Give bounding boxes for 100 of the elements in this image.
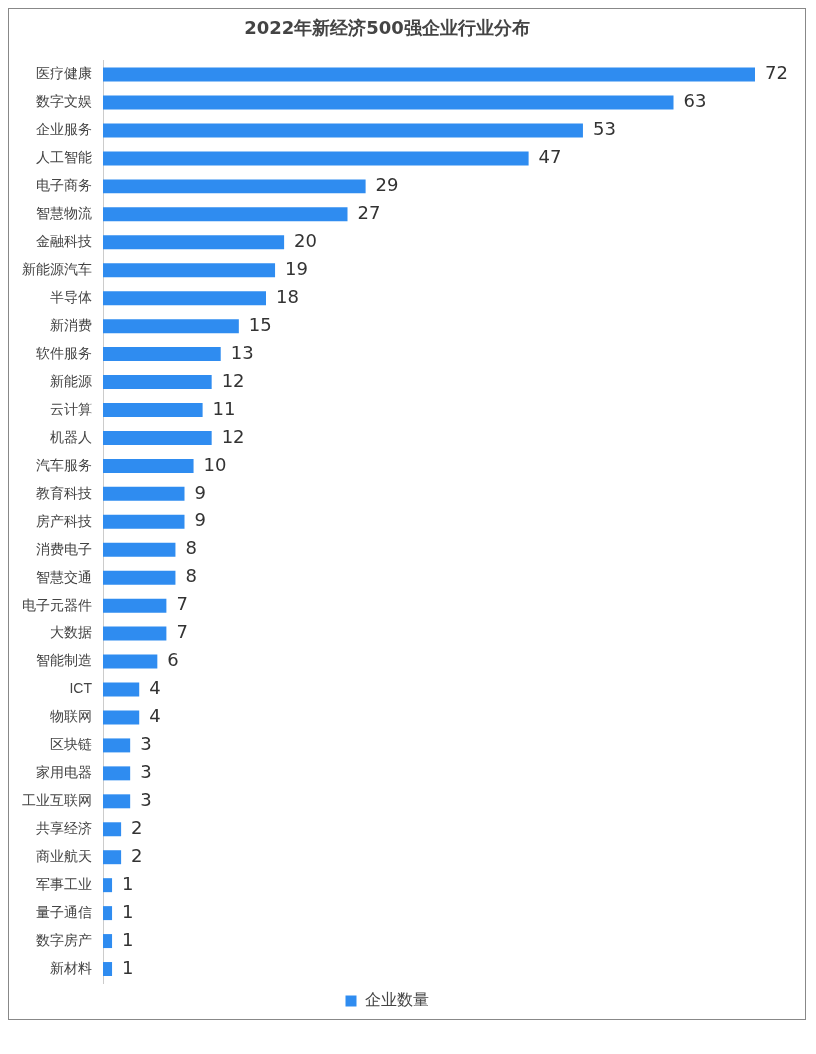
bar bbox=[103, 263, 276, 278]
y-tick-label: 汽车服务 bbox=[36, 456, 92, 473]
y-tick-label: 教育科技 bbox=[36, 484, 92, 501]
chart-title: 2022年新经济500强企业行业分布 bbox=[244, 17, 530, 39]
y-tick-label: 医疗健康 bbox=[36, 65, 92, 82]
y-tick-label: 大数据 bbox=[50, 624, 92, 641]
bar bbox=[103, 95, 674, 110]
data-label: 10 bbox=[203, 453, 227, 475]
data-label: 20 bbox=[294, 229, 318, 251]
y-tick-label: 区块链 bbox=[50, 736, 92, 753]
bar bbox=[103, 682, 140, 697]
data-label: 18 bbox=[276, 285, 299, 307]
data-label: 3 bbox=[140, 761, 152, 783]
y-tick-label: 人工智能 bbox=[36, 149, 92, 166]
data-label: 63 bbox=[683, 90, 707, 112]
data-label: 7 bbox=[176, 593, 188, 615]
y-tick-label: 智能制造 bbox=[36, 652, 92, 669]
bar bbox=[103, 207, 348, 222]
y-tick-label: 云计算 bbox=[50, 400, 92, 417]
data-label: 3 bbox=[140, 788, 152, 810]
y-tick-label: 量子通信 bbox=[36, 903, 92, 920]
data-label: 1 bbox=[122, 900, 134, 922]
bar bbox=[103, 514, 185, 529]
y-tick-label: 物联网 bbox=[50, 708, 92, 725]
data-label: 4 bbox=[149, 677, 161, 699]
data-label: 7 bbox=[176, 621, 188, 643]
data-label: 1 bbox=[122, 872, 134, 894]
bar bbox=[103, 710, 140, 725]
data-label: 8 bbox=[185, 537, 197, 559]
data-label: 9 bbox=[194, 509, 206, 531]
data-label: 12 bbox=[221, 369, 245, 391]
y-tick-label: 金融科技 bbox=[36, 233, 92, 250]
data-label: 19 bbox=[285, 257, 308, 279]
data-label: 13 bbox=[230, 341, 254, 363]
bar bbox=[103, 626, 167, 641]
bar bbox=[103, 430, 212, 445]
bar bbox=[103, 570, 176, 585]
data-label: 15 bbox=[248, 313, 272, 335]
bar bbox=[103, 878, 113, 893]
data-label: 27 bbox=[357, 202, 381, 224]
y-tick-label: 企业服务 bbox=[36, 121, 92, 138]
y-tick-label: ICT bbox=[69, 680, 93, 697]
bar bbox=[103, 403, 203, 417]
data-label: 4 bbox=[149, 705, 161, 727]
bar bbox=[103, 794, 131, 809]
data-label: 9 bbox=[194, 481, 206, 503]
y-tick-label: 软件服务 bbox=[36, 344, 92, 361]
y-tick-label: 半导体 bbox=[50, 289, 92, 306]
bar bbox=[103, 235, 285, 250]
y-tick-label: 新能源 bbox=[50, 372, 92, 389]
y-tick-label: 电子元器件 bbox=[22, 596, 92, 613]
legend-label: 企业数量 bbox=[364, 991, 429, 1009]
y-tick-label: 新能源汽车 bbox=[22, 261, 92, 278]
data-label: 1 bbox=[122, 928, 134, 950]
data-label: 3 bbox=[140, 733, 152, 755]
bar bbox=[103, 738, 131, 753]
bar bbox=[103, 67, 755, 82]
bar bbox=[103, 375, 212, 390]
y-tick-label: 军事工业 bbox=[36, 876, 92, 893]
y-tick-label: 新消费 bbox=[50, 317, 92, 333]
y-tick-label: 数字房产 bbox=[36, 931, 92, 948]
bar bbox=[103, 458, 194, 473]
bar bbox=[103, 850, 122, 865]
y-tick-label: 新材料 bbox=[50, 959, 92, 976]
y-tick-label: 机器人 bbox=[50, 428, 92, 445]
y-tick-label: 共享经济 bbox=[36, 820, 92, 837]
bar bbox=[103, 347, 221, 362]
y-tick-label: 房产科技 bbox=[36, 512, 92, 529]
y-tick-label: 消费电子 bbox=[36, 540, 92, 557]
data-label: 8 bbox=[185, 565, 197, 587]
data-label: 2 bbox=[131, 816, 143, 838]
data-label: 72 bbox=[765, 62, 788, 84]
data-label: 11 bbox=[212, 397, 236, 419]
bar bbox=[103, 319, 239, 334]
data-label: 53 bbox=[592, 118, 616, 140]
data-label: 12 bbox=[221, 425, 245, 447]
data-label: 6 bbox=[167, 649, 179, 671]
y-tick-label: 工业互联网 bbox=[22, 792, 92, 809]
bar bbox=[103, 654, 158, 669]
bar bbox=[103, 486, 185, 501]
bar bbox=[103, 934, 113, 949]
y-tick-label: 商业航天 bbox=[36, 848, 92, 865]
y-tick-label: 智慧物流 bbox=[36, 205, 92, 222]
bar bbox=[103, 179, 366, 194]
bar bbox=[103, 906, 113, 921]
bar bbox=[103, 822, 122, 837]
bar bbox=[103, 123, 583, 138]
y-tick-label: 家用电器 bbox=[36, 764, 92, 781]
data-label: 2 bbox=[131, 844, 143, 866]
data-label: 1 bbox=[122, 956, 134, 978]
y-tick-label: 智慧交通 bbox=[36, 568, 92, 585]
data-label: 47 bbox=[538, 146, 562, 168]
y-tick-label: 数字文娱 bbox=[36, 93, 92, 110]
bar bbox=[103, 542, 176, 557]
data-label: 29 bbox=[375, 174, 399, 196]
bar bbox=[103, 766, 131, 781]
y-tick-label: 电子商务 bbox=[36, 177, 92, 194]
bar bbox=[103, 291, 266, 306]
bar bbox=[103, 598, 167, 613]
bar bbox=[103, 962, 113, 977]
